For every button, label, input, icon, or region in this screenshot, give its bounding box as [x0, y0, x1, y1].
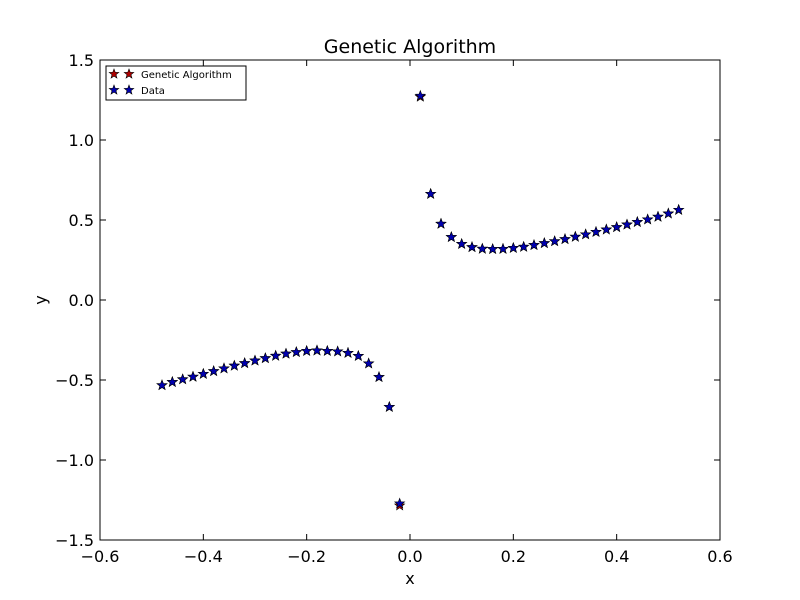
data-point	[373, 371, 385, 383]
data-point	[300, 344, 313, 356]
data-point	[311, 344, 323, 356]
legend-label-genetic-algorithm: Genetic Algorithm	[141, 70, 232, 81]
x-tick-label: 0.0	[397, 547, 422, 566]
x-tick-label: 0.2	[501, 547, 526, 566]
data-point	[352, 349, 365, 361]
data-point	[486, 243, 499, 255]
data-point	[156, 379, 168, 391]
data-point	[538, 237, 551, 249]
data-point	[331, 345, 344, 357]
data-point	[610, 221, 623, 233]
data-point	[455, 237, 468, 249]
data-point	[197, 367, 210, 379]
data-point	[249, 354, 261, 366]
data-point	[528, 239, 540, 251]
chart-title: Genetic Algorithm	[324, 36, 496, 58]
data-point	[290, 346, 303, 358]
points-layer	[156, 89, 685, 511]
data-point	[321, 344, 334, 356]
y-tick-label: 1.5	[69, 51, 94, 70]
data-point	[218, 362, 230, 374]
series-data	[156, 89, 685, 509]
x-tick-label: 0.6	[707, 547, 732, 566]
legend-marker-star	[108, 68, 120, 79]
plot-frame	[99, 59, 721, 541]
x-tick-label: −0.2	[287, 547, 326, 566]
data-point	[445, 231, 458, 243]
data-point	[652, 210, 664, 222]
y-axis-label: y	[31, 295, 50, 304]
data-point	[631, 216, 644, 227]
legend-label-data: Data	[141, 86, 165, 97]
data-point	[466, 241, 478, 253]
data-point	[548, 235, 561, 247]
x-tick-label: −0.6	[81, 547, 120, 566]
legend-marker-star	[123, 84, 135, 95]
data-point	[424, 187, 437, 199]
data-point	[569, 230, 582, 242]
data-point	[476, 242, 489, 254]
data-point	[559, 233, 571, 245]
x-axis-label: x	[405, 569, 414, 588]
data-point	[600, 223, 613, 235]
data-point	[435, 217, 447, 229]
y-tick-label: −1.5	[55, 531, 94, 550]
data-point	[414, 89, 427, 101]
data-point	[393, 497, 406, 509]
data-point	[342, 346, 354, 358]
data-point	[238, 357, 251, 369]
legend-entry-data: Data	[108, 84, 165, 97]
data-point	[662, 207, 675, 219]
y-tick-label: 1.0	[69, 131, 94, 150]
legend-marker-star	[123, 68, 135, 79]
plot-background	[100, 60, 720, 540]
data-point	[207, 365, 220, 377]
y-tick-label: −0.5	[55, 371, 94, 390]
data-point	[228, 359, 241, 371]
data-point	[517, 240, 530, 252]
ticks-layer: −0.6 −0.4 −0.2 0.0 0.2 0.4 0.6 −1.5 −1.0 −0.5 0.0 0…	[55, 51, 733, 566]
data-point	[362, 357, 375, 369]
data-point	[259, 352, 272, 364]
x-tick-label: −0.4	[184, 547, 223, 566]
data-point	[672, 203, 685, 215]
plot-area	[100, 60, 720, 540]
legend-entry-genetic-algorithm: Genetic Algorithm	[108, 68, 232, 81]
y-tick-label: 0.5	[69, 211, 94, 230]
legend-marker-genetic-algorithm	[108, 68, 135, 79]
y-tick-label: 0.0	[69, 291, 94, 310]
data-point	[383, 400, 396, 412]
data-point	[579, 228, 592, 240]
legend-marker-star	[108, 84, 120, 95]
data-point	[621, 218, 633, 230]
legend: Genetic Algorithm Data	[105, 65, 247, 101]
x-tick-label: 0.4	[604, 547, 629, 566]
data-point	[590, 225, 602, 237]
data-point	[641, 213, 654, 225]
legend-marker-data	[108, 84, 135, 95]
data-point	[166, 376, 179, 387]
data-point	[497, 242, 509, 254]
data-point	[280, 347, 292, 359]
data-point	[507, 241, 520, 253]
data-point	[176, 373, 189, 385]
data-point	[187, 370, 199, 382]
y-tick-label: −1.0	[55, 451, 94, 470]
data-point	[269, 349, 282, 361]
